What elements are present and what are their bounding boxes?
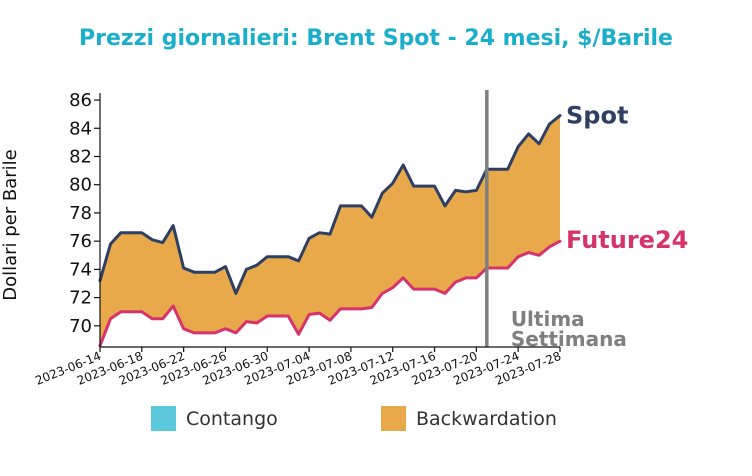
legend-label: Backwardation xyxy=(416,408,557,430)
y-tick-label: 74 xyxy=(69,259,92,280)
y-tick-label: 72 xyxy=(69,288,92,309)
series-labels: Spot Future24 xyxy=(566,102,688,255)
legend: Contango Backwardation xyxy=(151,406,557,431)
y-tick-label: 76 xyxy=(69,231,92,252)
future24-line xyxy=(98,239,562,348)
y-tick-label: 80 xyxy=(69,175,92,196)
legend-swatch xyxy=(151,406,176,431)
y-tick-label: 70 xyxy=(69,316,92,337)
legend-swatch xyxy=(381,406,406,431)
y-axis-label: Dollari per Barile xyxy=(0,149,21,301)
y-axis: 70 72 74 76 78 80 82 84 86 xyxy=(69,90,101,347)
last-week-label: Ultima xyxy=(511,307,585,331)
y-tick-label: 82 xyxy=(69,147,92,168)
x-axis: 2023-06-142023-06-182023-06-222023-06-26… xyxy=(33,346,563,388)
y-tick-label: 78 xyxy=(69,203,92,224)
future24-label: Future24 xyxy=(566,226,688,254)
spot-line xyxy=(98,114,562,295)
spot-label: Spot xyxy=(566,102,628,130)
y-tick-label: 84 xyxy=(69,118,92,139)
backwardation-area xyxy=(100,115,560,346)
legend-label: Contango xyxy=(186,408,278,430)
chart-title: Prezzi giornalieri: Brent Spot - 24 mesi… xyxy=(79,26,673,51)
y-tick-label: 86 xyxy=(69,90,92,111)
